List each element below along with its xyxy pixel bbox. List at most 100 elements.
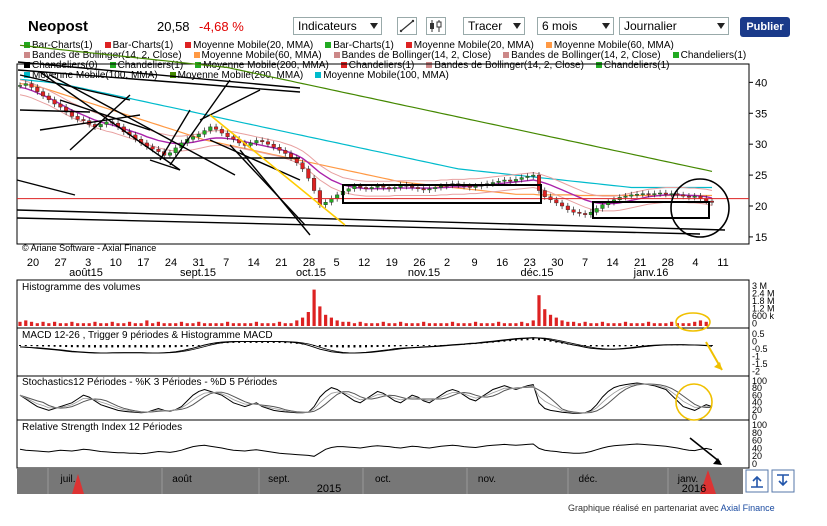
volume-bar bbox=[618, 323, 622, 326]
legend-swatch bbox=[325, 42, 332, 48]
volume-bar bbox=[537, 295, 541, 326]
interval-select[interactable]: Journalier bbox=[619, 17, 729, 35]
volume-bar bbox=[179, 321, 184, 326]
macd-histogram-bar bbox=[636, 345, 639, 346]
trendline-tool-button[interactable] bbox=[397, 17, 417, 35]
legend-label: Chandeliers(1) bbox=[680, 50, 747, 61]
volume-bar bbox=[249, 323, 253, 326]
legend-swatch bbox=[24, 52, 30, 58]
volume-highlight bbox=[675, 312, 711, 332]
stock-title: Neopost bbox=[28, 18, 88, 35]
legend-label: Chandeliers(1) bbox=[603, 60, 670, 71]
macd-histogram-bar bbox=[664, 344, 667, 346]
expand-icon bbox=[751, 475, 763, 488]
volume-bar bbox=[306, 312, 310, 326]
candle bbox=[669, 193, 674, 195]
legend-label: Moyenne Mobile(60, MMA) bbox=[553, 40, 674, 51]
candle bbox=[329, 198, 334, 203]
macd-histogram-bar bbox=[347, 345, 350, 348]
macd-histogram-bar bbox=[468, 343, 471, 345]
macd-tick-label: -2 bbox=[752, 367, 760, 377]
candle bbox=[577, 211, 582, 214]
volume-bar bbox=[24, 320, 28, 326]
legend-swatch bbox=[340, 62, 347, 68]
day-tick-label: 28 bbox=[303, 257, 315, 269]
candle bbox=[64, 106, 69, 113]
candle bbox=[646, 193, 651, 195]
trend-line bbox=[69, 94, 131, 151]
candle bbox=[277, 147, 282, 151]
candle bbox=[433, 187, 438, 189]
candle bbox=[150, 146, 155, 150]
volume-bar bbox=[548, 314, 553, 326]
volume-bar bbox=[623, 321, 628, 326]
legend-item: Bandes de Bollinger(14, 2, Close) bbox=[333, 50, 498, 61]
macd-histogram-bar bbox=[555, 341, 558, 343]
day-tick-label: 11 bbox=[717, 257, 728, 269]
rsi-tick-label: 40 bbox=[752, 443, 762, 453]
legend-swatch bbox=[672, 52, 679, 58]
day-tick-label: 28 bbox=[662, 257, 674, 269]
volume-bar bbox=[220, 323, 224, 326]
navigator-bar[interactable] bbox=[17, 468, 743, 494]
macd-histogram-bar bbox=[572, 345, 575, 346]
candle bbox=[415, 187, 420, 189]
candle bbox=[312, 177, 317, 191]
candle bbox=[600, 204, 605, 209]
candle bbox=[375, 186, 380, 188]
footer-link[interactable]: Axial Finance bbox=[720, 503, 775, 513]
volume-bar bbox=[122, 323, 126, 326]
candlestick-tool-button[interactable] bbox=[426, 17, 446, 35]
stoch-tick-label: 40 bbox=[752, 398, 762, 408]
candle bbox=[98, 124, 103, 128]
y-tick-label: 40 bbox=[755, 77, 767, 89]
candle bbox=[18, 85, 23, 87]
day-tick-label: 3 bbox=[85, 257, 91, 269]
macd-histogram-bar bbox=[711, 345, 713, 346]
bollinger-lower-line bbox=[19, 94, 713, 212]
macd-histogram-bar bbox=[65, 345, 68, 348]
volume-bar bbox=[254, 321, 259, 326]
rsi-tick-label: 80 bbox=[752, 428, 762, 438]
macd-histogram-bar bbox=[220, 342, 223, 344]
volume-bar bbox=[283, 323, 287, 326]
volume-bar bbox=[612, 323, 616, 326]
day-tick-label: 2 bbox=[444, 257, 450, 269]
draw-dropdown[interactable]: Tracer bbox=[463, 17, 525, 35]
indicators-dropdown[interactable]: Indicateurs bbox=[293, 17, 382, 35]
legend-label: Chandeliers(1) bbox=[117, 60, 184, 71]
macd-histogram-bar bbox=[324, 345, 327, 347]
macd-histogram-bar bbox=[295, 342, 298, 344]
candle bbox=[352, 186, 357, 189]
publish-button[interactable]: Publier bbox=[740, 17, 790, 37]
volume-bar bbox=[87, 323, 91, 326]
volume-bar bbox=[514, 323, 518, 326]
legend-swatch bbox=[185, 42, 192, 48]
volume-bar bbox=[606, 323, 610, 326]
candle bbox=[69, 111, 74, 117]
period-select[interactable]: 6 mois bbox=[537, 17, 614, 35]
macd-histogram-bar bbox=[612, 345, 615, 347]
volume-bar bbox=[260, 323, 264, 326]
volume-bar bbox=[693, 321, 697, 326]
legend-swatch bbox=[426, 62, 433, 68]
volume-bar bbox=[462, 323, 466, 326]
volume-panel-title: Histogramme des volumes bbox=[22, 282, 140, 293]
volume-bar bbox=[554, 317, 558, 326]
volume-bar bbox=[427, 323, 432, 326]
legend-swatch bbox=[193, 52, 200, 58]
collapse-icon bbox=[777, 474, 789, 487]
candle bbox=[427, 188, 432, 191]
indicators-label: Indicateurs bbox=[298, 19, 357, 33]
price-change: -4,68 % bbox=[199, 19, 244, 34]
stoch-tick-label: 20 bbox=[752, 405, 762, 415]
legend-swatch bbox=[104, 42, 111, 48]
volume-tick-label: 2.4 M bbox=[752, 289, 775, 299]
volume-bar bbox=[381, 321, 385, 326]
macd-histogram-bar bbox=[463, 344, 466, 345]
candle bbox=[663, 192, 668, 195]
arrow-head-icon bbox=[713, 458, 722, 465]
legend-label: Bar-Charts(1) bbox=[333, 40, 394, 51]
macd-histogram-bar bbox=[405, 345, 408, 347]
macd-histogram-bar bbox=[365, 345, 367, 348]
